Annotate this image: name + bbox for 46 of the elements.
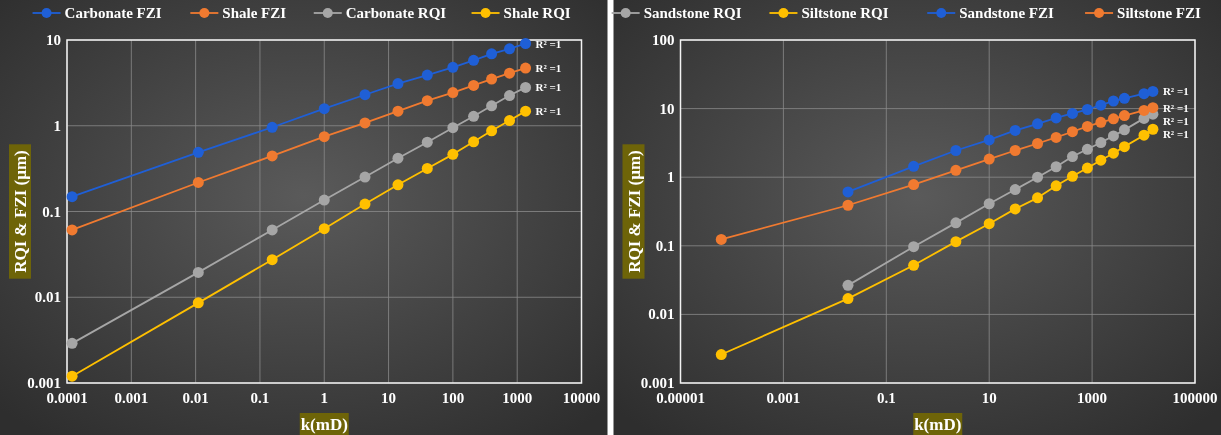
x-tick-label: 0.1 <box>250 390 270 406</box>
x-tick-label: 100 <box>441 390 465 406</box>
x-tick-label: 10 <box>381 390 397 406</box>
y-tick-label: 0.001 <box>640 375 675 391</box>
annotation: R² =1 <box>1162 127 1189 140</box>
legend-label: Carbonate RQI <box>345 5 447 21</box>
y-axis-title: RQI & FZI (μm) <box>11 150 30 273</box>
x-tick-label: 10000 <box>562 390 601 406</box>
legend-label: Carbonate FZI <box>64 5 162 21</box>
x-tick-label: 1000 <box>1077 390 1108 406</box>
y-tick-label: 100 <box>652 32 675 48</box>
y-tick-label: 0.1 <box>42 203 61 220</box>
x-tick-label: 1 <box>320 390 328 406</box>
annotation: R² =1 <box>1162 114 1189 127</box>
y-tick-label: 10 <box>659 100 675 117</box>
annotation: R² =1 <box>1162 85 1189 98</box>
annotation: R² =1 <box>535 37 562 50</box>
y-tick-label: 1 <box>667 169 675 186</box>
annotation: R² =1 <box>535 81 562 94</box>
legend-label: Siltstone FZI <box>1117 5 1201 21</box>
x-tick-label: 1000 <box>502 390 533 406</box>
x-tick-label: 0.00001 <box>656 390 705 406</box>
x-tick-label: 0.1 <box>876 390 896 406</box>
y-tick-label: 1 <box>53 117 61 134</box>
x-tick-label: 10 <box>981 390 997 406</box>
y-tick-label: 10 <box>46 32 61 48</box>
x-tick-label: 0.0001 <box>46 390 88 406</box>
x-tick-label: 0.001 <box>766 390 801 406</box>
legend-label: Shale RQI <box>503 5 571 21</box>
x-axis-title: k(mD) <box>914 415 962 434</box>
y-tick-label: 0.01 <box>648 306 675 323</box>
annotation: R² =1 <box>1162 101 1189 114</box>
legend-label: Shale FZI <box>222 5 287 21</box>
legend-label: Sandstone FZI <box>959 5 1055 21</box>
x-tick-label: 0.001 <box>114 390 149 406</box>
y-tick-label: 0.001 <box>27 375 61 391</box>
annotation: R² =1 <box>535 62 562 75</box>
y-tick-label: 0.01 <box>34 289 61 306</box>
y-tick-label: 0.1 <box>655 237 675 254</box>
annotation: R² =1 <box>535 105 562 118</box>
y-axis-title: RQI & FZI (μm) <box>624 150 644 273</box>
legend-label: Siltstone RQI <box>801 5 889 21</box>
x-tick-label: 0.01 <box>182 390 209 406</box>
legend-label: Sandstone RQI <box>643 5 742 21</box>
x-axis-title: k(mD) <box>300 415 348 434</box>
x-tick-label: 100000 <box>1172 390 1218 406</box>
